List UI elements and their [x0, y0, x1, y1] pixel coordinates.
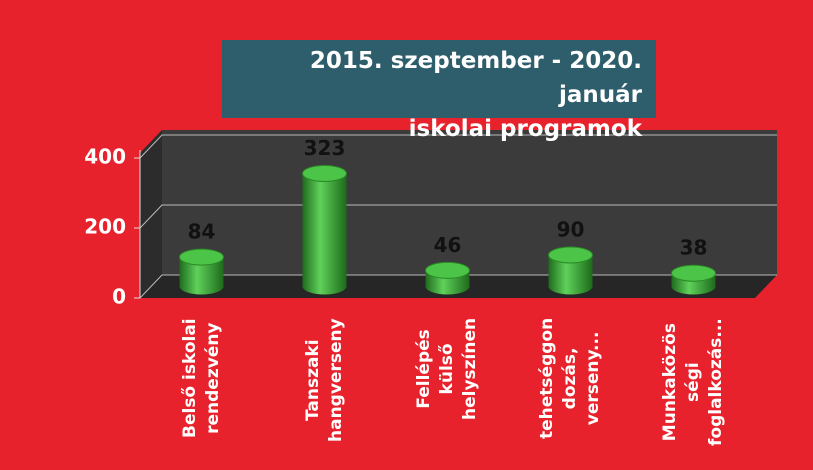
x-tick-label: Munkaközös ségi foglalkozás...	[660, 318, 726, 446]
grid-line	[139, 134, 777, 159]
bar	[548, 255, 593, 295]
bar	[302, 173, 347, 295]
x-tick-label: tehetséggon dozás, verseny...	[537, 317, 603, 439]
grid-line	[139, 204, 777, 229]
bar-top	[425, 261, 470, 279]
value-label: 323	[304, 136, 346, 160]
bar-top	[548, 246, 593, 264]
value-label: 38	[680, 236, 708, 260]
value-label: 90	[557, 218, 585, 242]
chart-title: 2015. szeptember - 2020. január iskolai …	[222, 40, 656, 142]
bar	[179, 257, 224, 295]
value-label: 84	[188, 220, 216, 244]
bar-top	[302, 164, 347, 182]
bar-top	[179, 248, 224, 266]
y-tick-label: 0	[112, 285, 126, 309]
x-tick-label: Belső iskolai rendezvény	[179, 318, 223, 438]
bar-top	[671, 264, 716, 282]
y-tick-label: 200	[84, 215, 126, 239]
side-wall	[140, 130, 162, 298]
x-tick-label: Fellépés külső helyszínen	[414, 317, 480, 420]
x-tick-label: Tanszaki hangverseny	[302, 318, 346, 442]
value-label: 46	[434, 233, 462, 257]
y-tick-label: 400	[84, 145, 126, 169]
